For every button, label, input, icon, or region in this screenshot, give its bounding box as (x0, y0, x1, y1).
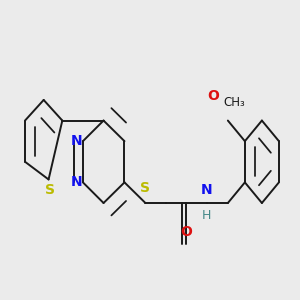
Text: O: O (207, 89, 219, 103)
Text: O: O (180, 225, 192, 239)
Text: N: N (71, 134, 83, 148)
Text: S: S (140, 181, 150, 195)
Text: N: N (71, 176, 83, 189)
Text: H: H (202, 209, 212, 223)
Text: CH₃: CH₃ (223, 96, 245, 110)
Text: S: S (45, 183, 55, 197)
Text: N: N (201, 183, 213, 197)
